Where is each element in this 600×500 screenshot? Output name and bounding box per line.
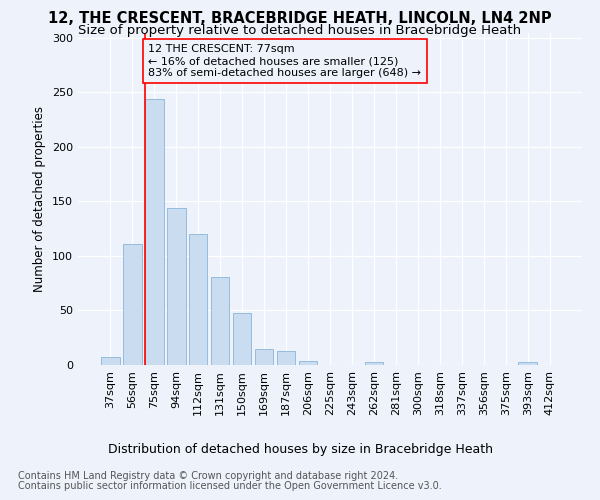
Bar [211, 276, 229, 365]
Bar [167, 208, 185, 365]
Bar [365, 362, 383, 365]
Bar [518, 362, 537, 365]
Bar [145, 99, 164, 365]
Bar [123, 244, 142, 365]
Text: Contains HM Land Registry data © Crown copyright and database right 2024.: Contains HM Land Registry data © Crown c… [18, 471, 398, 481]
Text: Distribution of detached houses by size in Bracebridge Heath: Distribution of detached houses by size … [107, 442, 493, 456]
Bar [189, 234, 208, 365]
Bar [101, 358, 119, 365]
Y-axis label: Number of detached properties: Number of detached properties [34, 106, 46, 292]
Bar [233, 312, 251, 365]
Text: 12, THE CRESCENT, BRACEBRIDGE HEATH, LINCOLN, LN4 2NP: 12, THE CRESCENT, BRACEBRIDGE HEATH, LIN… [48, 11, 552, 26]
Bar [299, 360, 317, 365]
Text: 12 THE CRESCENT: 77sqm
← 16% of detached houses are smaller (125)
83% of semi-de: 12 THE CRESCENT: 77sqm ← 16% of detached… [148, 44, 421, 78]
Text: Contains public sector information licensed under the Open Government Licence v3: Contains public sector information licen… [18, 481, 442, 491]
Bar [255, 348, 274, 365]
Text: Size of property relative to detached houses in Bracebridge Heath: Size of property relative to detached ho… [79, 24, 521, 37]
Bar [277, 351, 295, 365]
